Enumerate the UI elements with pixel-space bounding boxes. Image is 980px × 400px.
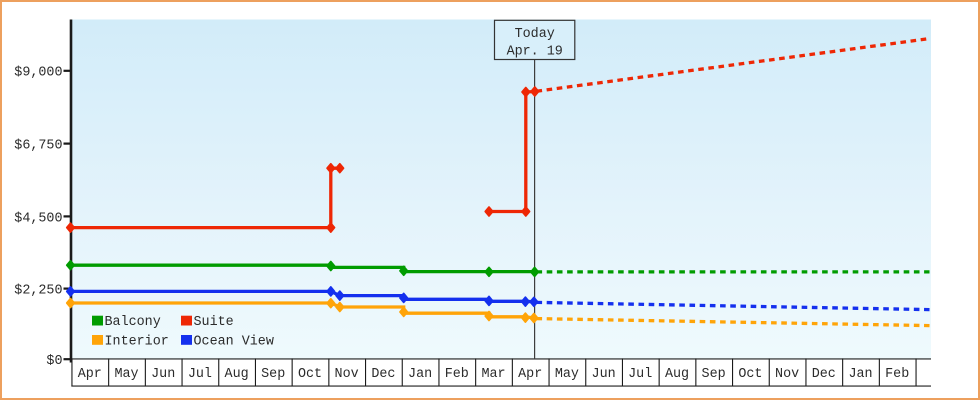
svg-text:Aug: Aug bbox=[665, 367, 689, 382]
svg-text:Dec: Dec bbox=[812, 367, 836, 382]
svg-text:Jul: Jul bbox=[188, 367, 212, 382]
svg-text:Ocean View: Ocean View bbox=[194, 334, 274, 349]
svg-text:Apr: Apr bbox=[518, 367, 542, 382]
svg-text:Nov: Nov bbox=[335, 367, 359, 382]
svg-text:$2,250: $2,250 bbox=[14, 284, 62, 299]
svg-text:Oct: Oct bbox=[738, 367, 762, 382]
svg-text:Apr: Apr bbox=[78, 367, 102, 382]
svg-text:$6,750: $6,750 bbox=[14, 139, 62, 154]
svg-text:Apr. 19: Apr. 19 bbox=[507, 45, 563, 60]
svg-text:Feb: Feb bbox=[885, 367, 909, 382]
svg-text:Today: Today bbox=[515, 27, 555, 42]
svg-text:Suite: Suite bbox=[194, 315, 234, 330]
svg-text:Jan: Jan bbox=[848, 367, 872, 382]
svg-text:Sep: Sep bbox=[261, 367, 285, 382]
svg-text:Jun: Jun bbox=[592, 367, 616, 382]
svg-text:Oct: Oct bbox=[298, 367, 322, 382]
svg-text:Sep: Sep bbox=[702, 367, 726, 382]
svg-text:Jan: Jan bbox=[408, 367, 432, 382]
svg-text:Aug: Aug bbox=[225, 367, 249, 382]
svg-text:Feb: Feb bbox=[445, 367, 469, 382]
svg-text:May: May bbox=[114, 367, 138, 382]
svg-text:$0: $0 bbox=[46, 354, 62, 369]
svg-text:Jul: Jul bbox=[628, 367, 652, 382]
svg-text:Dec: Dec bbox=[371, 367, 395, 382]
svg-text:Balcony: Balcony bbox=[105, 315, 161, 330]
svg-text:Interior: Interior bbox=[105, 334, 169, 349]
svg-text:Jun: Jun bbox=[151, 367, 175, 382]
svg-text:Nov: Nov bbox=[775, 367, 799, 382]
svg-text:$9,000: $9,000 bbox=[14, 66, 62, 81]
svg-text:May: May bbox=[555, 367, 579, 382]
svg-text:$4,500: $4,500 bbox=[14, 211, 62, 226]
svg-text:Mar: Mar bbox=[481, 367, 505, 382]
